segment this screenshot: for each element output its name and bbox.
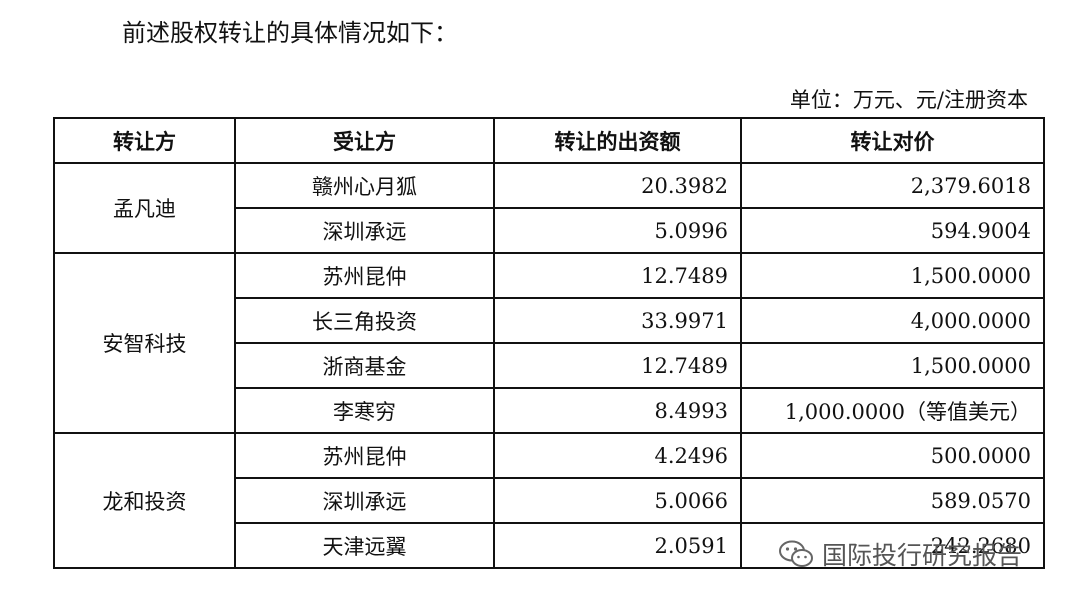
intro-text: 前述股权转让的具体情况如下： (122, 19, 458, 47)
price-cell: 2,379.6018 (740, 162, 1045, 209)
price-cell: 500.0000 (740, 432, 1045, 479)
amount-cell: 5.0996 (493, 207, 742, 254)
amount-cell: 4.2496 (493, 432, 742, 479)
table-row: 长三角投资 33.9971 4,000.0000 (54, 297, 1045, 344)
header-transferor: 转让方 (53, 117, 236, 164)
transferee-cell: 赣州心月狐 (234, 162, 495, 209)
transferor-cell: 安智科技 (53, 252, 236, 434)
header-price: 转让对价 (740, 117, 1045, 164)
table-row: 李寒穷 8.4993 1,000.0000（等值美元） (54, 387, 1045, 434)
transferor-cell: 龙和投资 (53, 432, 236, 569)
table-header-row: 转让方 受让方 转让的出资额 转让对价 (53, 117, 1045, 164)
transferee-cell: 长三角投资 (234, 297, 495, 344)
watermark-text: 国际投行研究报告 (822, 541, 1023, 570)
price-cell: 1,500.0000 (740, 252, 1045, 299)
watermark: 国际投行研究报告 (778, 536, 1022, 572)
table-row: 深圳承远 5.0066 589.0570 (54, 477, 1045, 524)
amount-cell: 2.0591 (493, 522, 742, 569)
amount-cell: 20.3982 (493, 162, 742, 209)
table-row: 浙商基金 12.7489 1,500.0000 (54, 342, 1045, 389)
transferee-cell: 苏州昆仲 (234, 432, 495, 479)
table-row: 孟凡迪 赣州心月狐 20.3982 2,379.6018 (53, 162, 1045, 254)
price-cell: 594.9004 (740, 207, 1045, 254)
transferee-cell: 天津远翼 (234, 522, 495, 569)
table-row: 深圳承远 5.0996 594.9004 (54, 207, 1045, 254)
amount-cell: 5.0066 (493, 477, 742, 524)
price-cell: 589.0570 (740, 477, 1045, 524)
amount-cell: 12.7489 (493, 252, 742, 299)
transferor-cell: 孟凡迪 (53, 162, 236, 254)
header-transferee: 受让方 (234, 117, 495, 164)
table-row: 安智科技 苏州昆仲 12.7489 1,500.0000 (53, 252, 1045, 434)
amount-cell: 33.9971 (493, 297, 742, 344)
header-amount: 转让的出资额 (493, 117, 742, 164)
amount-cell: 12.7489 (493, 342, 742, 389)
unit-note: 单位：万元、元/注册资本 (789, 88, 1028, 112)
transferee-cell: 深圳承远 (234, 477, 495, 524)
transferee-cell: 浙商基金 (234, 342, 495, 389)
transferee-cell: 李寒穷 (234, 387, 495, 434)
price-cell: 1,500.0000 (740, 342, 1045, 389)
transferee-cell: 苏州昆仲 (234, 252, 495, 299)
wechat-icon (779, 540, 813, 567)
price-cell: 1,000.0000（等值美元） (740, 387, 1045, 434)
equity-transfer-table: 转让方 受让方 转让的出资额 转让对价 孟凡迪 赣州心月狐 20.3982 2,… (53, 117, 1045, 569)
transferee-cell: 深圳承远 (234, 207, 495, 254)
amount-cell: 8.4993 (493, 387, 742, 434)
price-cell: 4,000.0000 (740, 297, 1045, 344)
table-row: 龙和投资 苏州昆仲 4.2496 500.0000 (53, 432, 1045, 569)
